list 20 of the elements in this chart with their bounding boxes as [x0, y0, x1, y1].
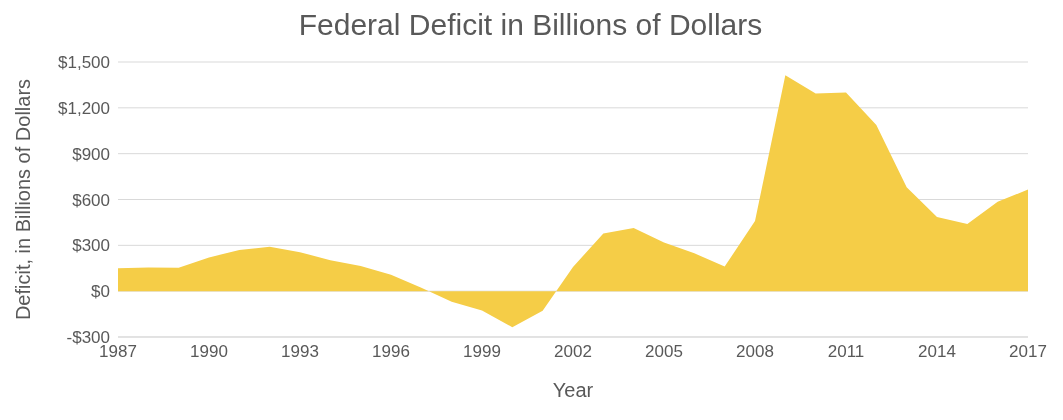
y-tick-label: $0: [91, 282, 110, 302]
y-tick-label: $1,500: [58, 53, 110, 73]
chart-title: Federal Deficit in Billions of Dollars: [297, 8, 764, 42]
x-tick-label: 2002: [554, 342, 592, 362]
y-tick-label: $900: [72, 144, 110, 164]
x-tick-label: 2005: [645, 342, 683, 362]
x-tick-label: 2008: [736, 342, 774, 362]
y-tick-label: $300: [72, 236, 110, 256]
x-tick-label: 1990: [190, 342, 228, 362]
x-tick-label: 1993: [281, 342, 319, 362]
x-tick-label: 1996: [372, 342, 410, 362]
x-tick-label: 2014: [918, 342, 956, 362]
y-axis-title: Deficit, in Billions of Dollars: [12, 78, 35, 321]
x-tick-label: 1987: [99, 342, 137, 362]
x-tick-label: 1999: [463, 342, 501, 362]
y-tick-label: $600: [72, 190, 110, 210]
x-tick-label: 2011: [827, 342, 865, 362]
y-tick-label: $1,200: [58, 98, 110, 118]
x-tick-label: 2017: [1009, 342, 1047, 362]
x-axis-title: Year: [552, 379, 594, 401]
